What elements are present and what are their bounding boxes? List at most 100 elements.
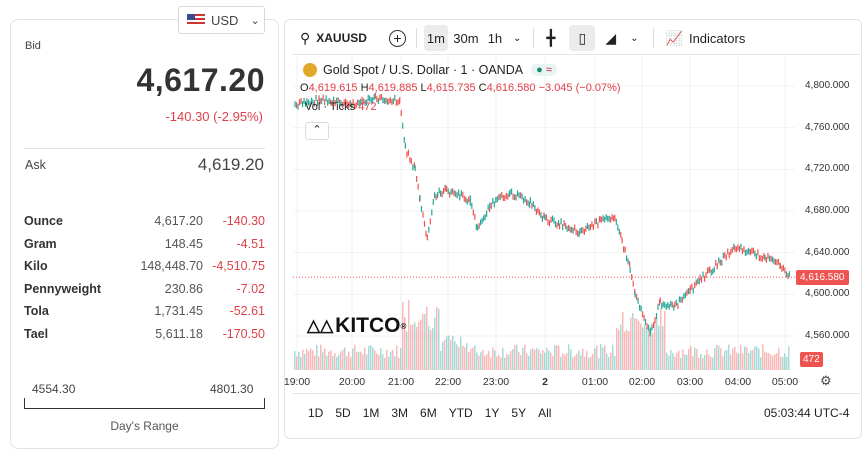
volume-bar — [612, 344, 614, 370]
volume-bar — [580, 354, 582, 370]
volume-bar — [678, 350, 680, 370]
volume-bar — [448, 335, 450, 370]
volume-bar — [604, 345, 606, 370]
bid-change: -140.30 (-2.95%) — [165, 109, 263, 124]
volume-bar — [438, 308, 440, 370]
volume-bar — [356, 351, 358, 370]
chevron-down-icon: ⌄ — [250, 14, 260, 27]
volume-bar — [712, 357, 714, 370]
volume-bar — [388, 356, 390, 370]
chevron-down-icon[interactable]: ⌄ — [512, 32, 522, 44]
x-tick-label: 22:00 — [434, 376, 462, 388]
volume-bar — [460, 336, 462, 370]
gold-icon — [303, 63, 317, 77]
volume-bar — [558, 345, 560, 370]
volume-bar — [698, 357, 700, 370]
volume-bar — [702, 357, 704, 370]
close-value: 4,616.580 — [486, 82, 536, 94]
volume-bar — [380, 348, 382, 370]
volume-bar — [512, 349, 514, 370]
volume-bar — [626, 329, 628, 370]
y-tick-label: 4,720.000 — [805, 163, 850, 175]
indicators-icon[interactable]: 📈 — [665, 29, 683, 46]
currency-dropdown[interactable]: USD ⌄ — [178, 6, 265, 34]
volume-bar — [480, 352, 482, 370]
volume-bar — [420, 319, 422, 370]
volume-bar — [592, 353, 594, 370]
volume-bar — [492, 347, 494, 370]
volume-bar — [772, 355, 774, 370]
interval-1h[interactable]: 1h — [487, 30, 503, 46]
volume-bar — [534, 349, 536, 370]
add-symbol-icon[interactable]: + — [388, 29, 406, 47]
volume-bar — [342, 349, 344, 370]
divider — [415, 28, 417, 48]
volume-bar — [362, 354, 364, 370]
volume-bar — [424, 314, 426, 370]
high-label: H — [360, 82, 369, 94]
range-all[interactable]: All — [538, 406, 552, 420]
volume-bar — [400, 348, 402, 370]
volume-bar — [578, 350, 580, 370]
settings-icon[interactable]: ⚙ — [820, 373, 832, 388]
volume-bar — [594, 348, 596, 370]
range-6m[interactable]: 6M — [420, 406, 437, 420]
volume-bar — [456, 344, 458, 370]
range-bar — [24, 398, 265, 409]
volume-bar — [376, 353, 378, 370]
area-chart-icon[interactable]: ◢ — [605, 29, 617, 46]
volume-bar — [350, 357, 352, 370]
volume-bar — [660, 308, 662, 370]
unit-row: Tael 5,611.18 -170.50 — [24, 327, 265, 347]
volume-value: 472 — [358, 101, 377, 113]
volume-legend: Vol · Ticks 472 — [305, 101, 377, 113]
volume-bar — [648, 329, 650, 370]
volume-bar — [474, 345, 476, 370]
volume-bar — [588, 357, 590, 370]
volume-bar — [436, 307, 438, 370]
us-flag-icon — [187, 14, 205, 26]
volume-bar — [576, 353, 578, 370]
y-tick-label: 4,640.000 — [805, 246, 850, 258]
kitco-logo: △△ KITCO ® — [307, 314, 407, 337]
search-icon[interactable]: ⚲ — [300, 29, 311, 46]
price-chart[interactable] — [0, 0, 867, 436]
volume-bar — [662, 326, 664, 370]
range-1y[interactable]: 1Y — [484, 406, 500, 420]
volume-bar — [396, 345, 398, 370]
x-tick-label: 19:00 — [283, 376, 311, 388]
bar-chart-icon[interactable]: ╋ — [546, 30, 556, 47]
volume-bar — [322, 352, 324, 370]
indicators-button[interactable]: Indicators — [688, 30, 746, 46]
volume-bar — [296, 356, 298, 370]
volume-bar — [768, 352, 770, 370]
volume-bar — [370, 345, 372, 370]
range-3m[interactable]: 3M — [391, 406, 409, 420]
chevron-down-icon[interactable]: ⌄ — [630, 32, 639, 44]
range-ytd[interactable]: YTD — [448, 406, 473, 420]
ohlc-legend: O4,619.615 H4,619.885 L4,615.735 C4,616.… — [300, 82, 621, 94]
range-1d[interactable]: 1D — [308, 406, 324, 420]
volume-bar — [298, 351, 300, 370]
x-tick-label: 05:00 — [771, 376, 799, 388]
volume-bar — [528, 355, 530, 370]
candlestick-icon[interactable]: ▯ — [569, 25, 596, 51]
range-5y[interactable]: 5Y — [511, 406, 527, 420]
volume-bar — [602, 347, 604, 370]
volume-bar — [494, 350, 496, 370]
volume-bar — [676, 352, 678, 370]
range-5d[interactable]: 5D — [335, 406, 351, 420]
volume-bar — [536, 348, 538, 370]
collapse-legend-button[interactable]: ⌃ — [305, 122, 329, 140]
volume-bar — [328, 351, 330, 370]
volume-bar — [764, 351, 766, 370]
volume-bar — [650, 328, 652, 370]
interval-1m[interactable]: 1m — [423, 25, 448, 51]
volume-bar — [530, 349, 532, 370]
symbol-search[interactable]: XAUUSD — [316, 31, 367, 45]
interval-30m[interactable]: 30m — [453, 30, 479, 46]
volume-bar — [740, 344, 742, 370]
range-1m[interactable]: 1M — [362, 406, 380, 420]
volume-bar — [564, 354, 566, 370]
market-status-badge: ● ≈ — [531, 64, 557, 76]
